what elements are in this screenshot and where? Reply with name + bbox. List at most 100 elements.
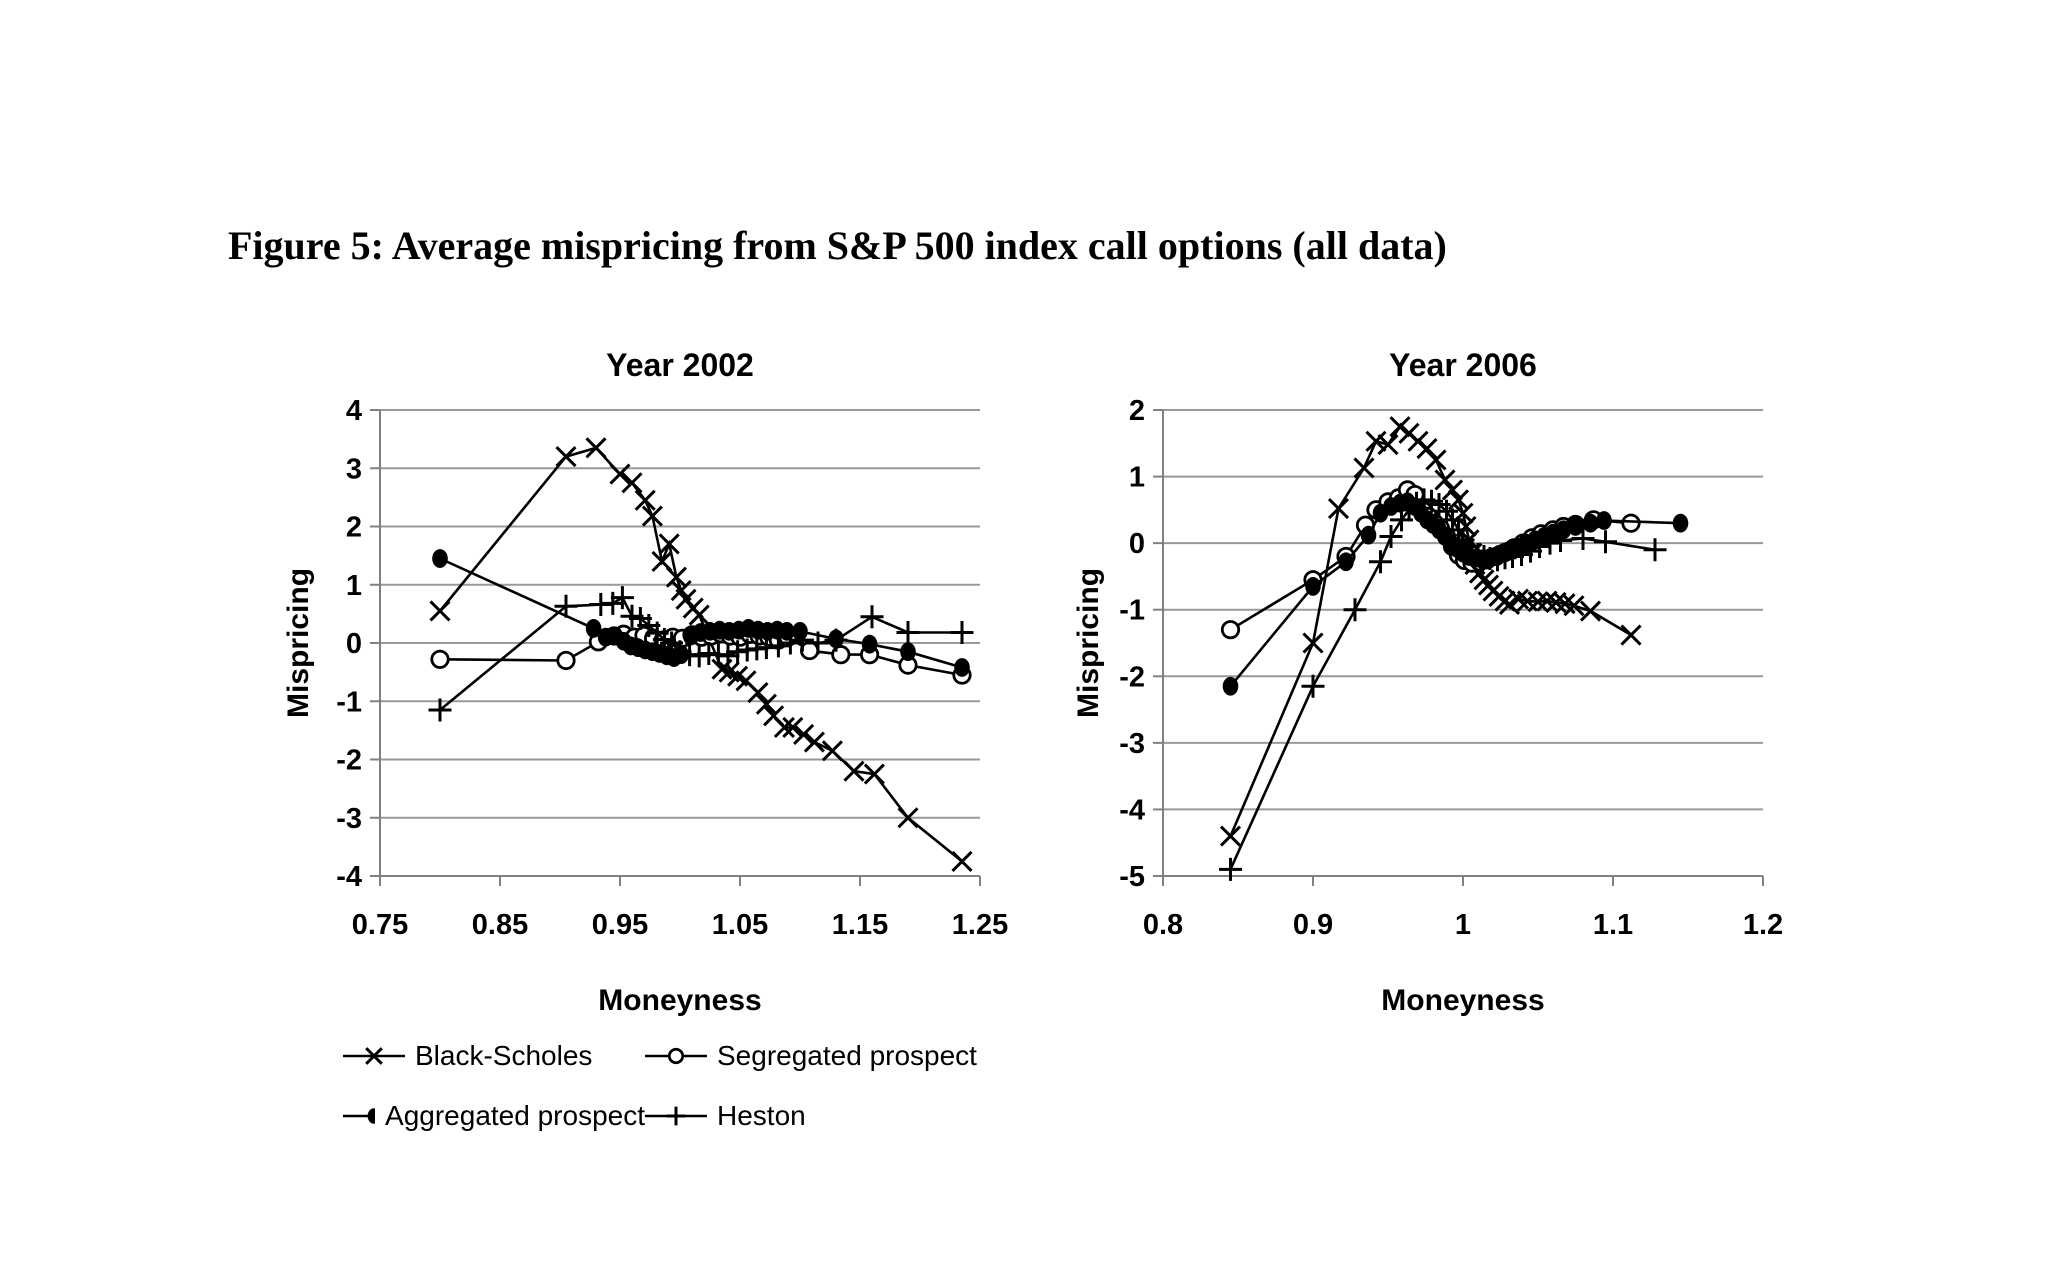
x-marker (365, 1047, 383, 1065)
x-marker (1416, 438, 1438, 460)
legend-label: Segregated prospect (717, 1040, 977, 1071)
x-axis-title: Moneyness (1381, 984, 1544, 1017)
x-marker (1536, 590, 1558, 612)
y-tick-label: -1 (1119, 595, 1145, 627)
filled-circle-marker (1305, 577, 1321, 596)
y-tick-label: 1 (1129, 462, 1145, 494)
y-tick-label: -3 (1119, 728, 1145, 760)
y-tick-label: -5 (1119, 861, 1145, 893)
y-tick-label: -2 (336, 745, 362, 777)
axes (370, 409, 981, 886)
chart-year-2002: 4 3 2 1 0 -1 -2 -3 -4 0.75 0.85 0.95 1.05 1.15 1.25 Yea… (282, 347, 1008, 1017)
plus-marker (1472, 544, 1496, 568)
filled-circle-marker (1222, 676, 1239, 696)
x-marker (1365, 430, 1387, 452)
plus-marker (610, 586, 634, 610)
x-marker (897, 807, 919, 829)
y-tick-label: 2 (346, 512, 362, 544)
open-circle-marker (1220, 620, 1241, 640)
open-circle-marker (667, 1047, 685, 1065)
filled-circle-marker (367, 1108, 376, 1124)
x-tick-label: 1.25 (952, 909, 1008, 941)
tick-labels: 4 3 2 1 0 -1 -2 -3 -4 0.75 0.85 0.95 1.05 1.15 1.25 (336, 395, 1008, 941)
plus-marker (790, 628, 814, 652)
x-marker (585, 437, 607, 459)
filled-circle-marker (1672, 513, 1689, 533)
x-marker (658, 533, 680, 555)
series-black-scholes (429, 437, 973, 872)
plus-marker (950, 621, 974, 645)
plus-marker (1528, 534, 1551, 558)
x-marker (688, 604, 710, 626)
circle-filled-legend-marker (343, 1108, 376, 1124)
plus-marker (1369, 550, 1392, 574)
x-tick-label: 0.85 (472, 909, 528, 941)
x-marker (863, 763, 885, 785)
plus-marker (1219, 857, 1242, 881)
legend-item-aggregated-prospect: Aggregated prospect (343, 1100, 645, 1132)
x-marker (747, 681, 769, 704)
legend-label: Aggregated prospect (385, 1100, 645, 1131)
y-tick-label: -4 (1119, 794, 1145, 826)
series-line (1229, 424, 1632, 837)
plus-marker (1466, 542, 1490, 566)
plus-marker (716, 644, 740, 668)
x-marker (634, 489, 656, 511)
x-marker (665, 566, 687, 588)
tick-labels: 2 1 0 -1 -2 -3 -4 -5 0.8 0.9 1 1.1 1.2 (1119, 395, 1783, 941)
x-marker (1425, 449, 1447, 471)
x-marker (641, 505, 663, 527)
filled-circle-marker (1567, 517, 1584, 536)
chart-year-2006: 2 1 0 -1 -2 -3 -4 -5 0.8 0.9 1 1.1 1.2 Year 2006 Mispr… (1072, 347, 1783, 1017)
plus-marker (1643, 538, 1667, 562)
x-tick-label: 0.8 (1143, 909, 1183, 941)
open-circle-marker (1621, 513, 1641, 533)
filled-circle-marker (1360, 525, 1377, 545)
plus-marker (554, 594, 578, 618)
plus-marker (668, 640, 692, 664)
open-circle-marker (430, 649, 450, 669)
plus-marker (1441, 508, 1464, 532)
plus-marker (666, 1106, 686, 1126)
plus-marker (766, 634, 790, 658)
plus-marker (1549, 528, 1572, 552)
series-aggregated-prospect (432, 549, 970, 677)
y-tick-label: -2 (1119, 661, 1145, 693)
plus-marker (860, 605, 884, 629)
legend: Black-Scholes Segregated prospect Aggregat… (343, 1040, 977, 1132)
x-marker (1389, 416, 1411, 438)
x-marker (1219, 825, 1242, 847)
open-circle-marker (556, 650, 576, 671)
x-marker (555, 446, 577, 468)
plus-marker (1301, 674, 1325, 698)
x-marker (1447, 489, 1470, 511)
y-axis-title: Mispricing (1072, 568, 1105, 718)
filled-circle-marker (900, 642, 916, 662)
x-marker (1620, 624, 1642, 646)
x-marker (429, 600, 451, 622)
x-marker (621, 472, 643, 494)
x-marker (773, 716, 795, 739)
x-tick-label: 1.1 (1593, 909, 1633, 941)
x-axis-title: Moneyness (598, 984, 761, 1017)
x-marker (755, 693, 777, 715)
x-marker (1579, 600, 1602, 622)
y-tick-label: 0 (346, 628, 362, 660)
plus-marker (1343, 598, 1367, 622)
y-axis-title: Mispricing (282, 568, 315, 718)
x-marker (821, 740, 843, 762)
y-tick-label: -3 (336, 803, 362, 835)
x-marker (1302, 632, 1324, 654)
filled-circle-marker (1596, 511, 1612, 530)
x-marker (793, 723, 815, 746)
x-marker (951, 850, 973, 872)
filled-circle-marker (585, 619, 602, 638)
plus-legend-marker (645, 1106, 707, 1126)
plus-marker (1538, 531, 1562, 555)
legend-item-heston: Heston (645, 1100, 977, 1132)
series-black-scholes (1219, 416, 1642, 847)
x-tick-label: 1.2 (1743, 909, 1783, 941)
y-tick-label: 0 (1129, 528, 1145, 560)
x-marker (1353, 457, 1375, 479)
